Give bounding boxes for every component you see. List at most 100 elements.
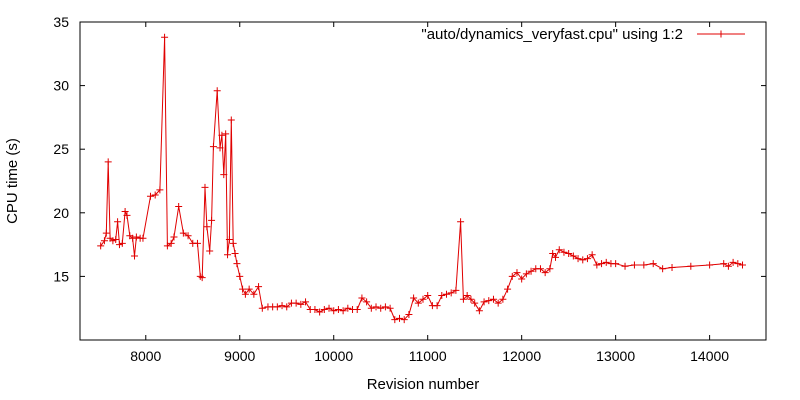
- data-point: [224, 251, 232, 259]
- data-point: [475, 307, 483, 315]
- data-point: [201, 183, 209, 191]
- data-point: [220, 171, 228, 179]
- data-point: [447, 289, 455, 297]
- data-point: [358, 294, 366, 302]
- data-point: [396, 314, 404, 322]
- data-point: [363, 298, 371, 306]
- data-point: [344, 304, 352, 312]
- data-point: [720, 260, 728, 268]
- data-point: [131, 252, 139, 260]
- data-point: [283, 303, 291, 311]
- data-point: [227, 116, 235, 124]
- data-point: [377, 304, 385, 312]
- data-point: [236, 272, 244, 280]
- data-point: [258, 304, 266, 312]
- data-point: [494, 299, 502, 307]
- data-point: [334, 305, 342, 313]
- legend-marker: [717, 30, 725, 38]
- data-point: [579, 256, 587, 264]
- data-point: [231, 250, 239, 258]
- data-point: [292, 299, 300, 307]
- data-point: [273, 303, 281, 311]
- data-point: [386, 304, 394, 312]
- x-axis-label: Revision number: [367, 376, 480, 393]
- data-point: [565, 250, 573, 258]
- data-point: [175, 202, 183, 210]
- data-point: [574, 255, 582, 263]
- y-tick-label: 25: [53, 141, 69, 157]
- data-point: [151, 191, 159, 199]
- data-point: [687, 262, 695, 270]
- series-line: [100, 37, 743, 321]
- data-point: [419, 295, 427, 303]
- data-point: [179, 229, 187, 237]
- plot-frame: [79, 21, 767, 341]
- data-point: [552, 253, 560, 261]
- data-point: [536, 265, 544, 273]
- data-point: [424, 291, 432, 299]
- data-point: [549, 250, 557, 258]
- data-point: [222, 130, 230, 138]
- data-point: [734, 260, 742, 268]
- data-point: [139, 234, 147, 242]
- data-point: [555, 246, 563, 254]
- x-tick-label: 10000: [314, 348, 353, 364]
- data-point: [353, 305, 361, 313]
- data-point: [339, 307, 347, 315]
- data-point: [239, 285, 247, 293]
- data-point: [102, 229, 110, 237]
- data-point: [433, 302, 441, 310]
- data-point: [184, 232, 192, 240]
- data-point: [193, 239, 201, 247]
- data-point: [320, 305, 328, 313]
- data-point: [100, 237, 108, 245]
- data-point: [499, 295, 507, 303]
- data-point: [471, 299, 479, 307]
- data-point: [588, 251, 596, 259]
- data-point: [463, 291, 471, 299]
- data-point: [391, 316, 399, 324]
- data-point: [518, 275, 526, 283]
- data-point: [513, 269, 521, 277]
- data-point: [114, 218, 122, 226]
- data-point: [729, 258, 737, 266]
- data-point: [583, 255, 591, 263]
- data-point: [560, 248, 568, 256]
- data-point: [569, 252, 577, 260]
- data-point: [612, 260, 620, 268]
- data-point: [405, 311, 413, 319]
- data-point: [316, 308, 324, 316]
- data-point: [602, 258, 610, 266]
- data-point: [706, 261, 714, 269]
- data-point: [218, 131, 226, 139]
- data-point: [216, 144, 224, 152]
- data-point: [255, 283, 263, 291]
- data-point: [198, 274, 206, 282]
- data-point: [546, 265, 554, 273]
- data-point: [649, 260, 657, 268]
- data-point: [208, 216, 216, 224]
- data-point: [459, 295, 467, 303]
- axis-ticks: 8000 9000 10000 11000 12000 13000 14000 15 20 25 3…: [53, 14, 766, 364]
- data-point: [132, 233, 140, 241]
- data-point: [457, 218, 465, 226]
- legend: "auto/dynamics_veryfast.cpu" using 1:2: [421, 26, 745, 43]
- data-point: [659, 265, 667, 273]
- data-point: [452, 286, 460, 294]
- y-axis-label: CPU time (s): [4, 138, 21, 224]
- data-point: [112, 236, 120, 244]
- data-point: [118, 239, 126, 247]
- y-tick-label: 30: [53, 78, 69, 94]
- data-point: [156, 186, 164, 194]
- data-point: [442, 290, 450, 298]
- data-point: [400, 316, 408, 324]
- data-point: [739, 261, 747, 269]
- x-tick-label: 8000: [130, 348, 161, 364]
- data-point: [161, 33, 169, 41]
- data-point: [121, 208, 129, 216]
- data-point: [522, 270, 530, 278]
- data-point: [381, 303, 389, 311]
- data-point: [203, 223, 211, 231]
- data-point: [229, 239, 237, 247]
